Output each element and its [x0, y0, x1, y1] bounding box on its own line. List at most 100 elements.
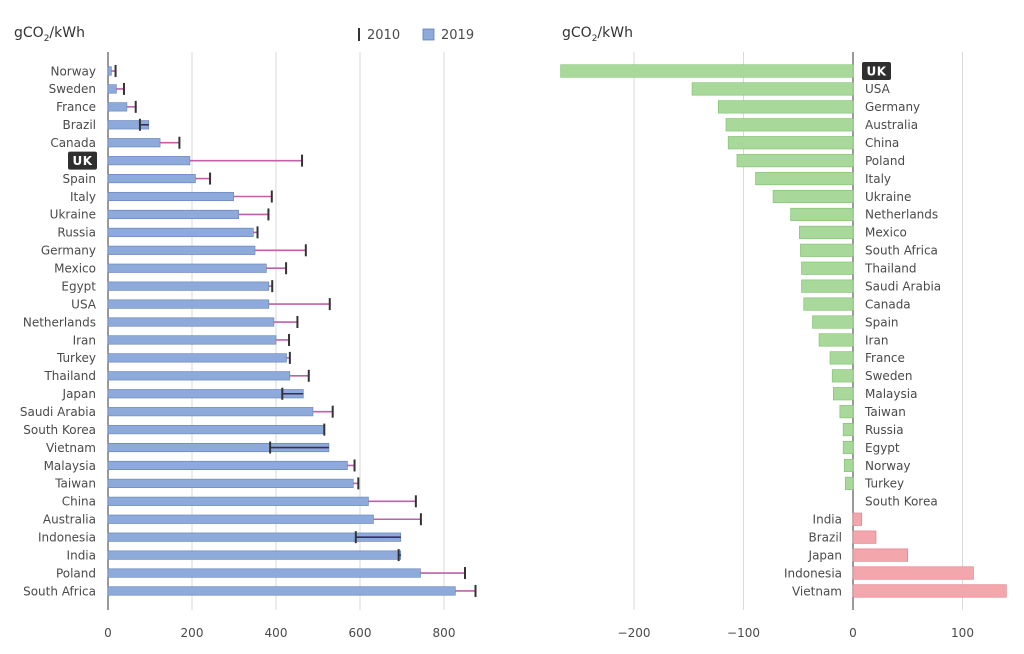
change-label-germany: Germany	[865, 100, 920, 114]
category-label-netherlands: Netherlands	[23, 315, 96, 329]
category-label-south-africa: South Africa	[23, 584, 96, 598]
change-bar-egypt	[842, 440, 854, 455]
bar-2019-thailand	[107, 371, 291, 381]
left-bars	[107, 65, 477, 597]
bar-2019-netherlands	[107, 317, 275, 327]
change-bar-china	[727, 136, 854, 150]
bar-2019-germany	[107, 245, 256, 255]
left-category-labels: Norway Sweden France Brazil Canada UK Spain Ita…	[20, 64, 97, 598]
change-bar-thailand	[801, 261, 854, 275]
category-label-norway: Norway	[50, 64, 96, 78]
change-bar-indonesia	[852, 566, 974, 580]
right-category-labels: UK USA Germany Australia China Poland Italy Ukr…	[784, 62, 941, 598]
bar-2019-south-korea	[107, 425, 325, 435]
change-label-india: India	[813, 513, 842, 527]
category-label-saudi-arabia: Saudi Arabia	[20, 405, 96, 419]
change-bar-france	[829, 351, 854, 365]
change-bar-mexico	[799, 225, 854, 239]
right-x-tick-label: −100	[727, 626, 760, 640]
change-label-japan: Japan	[808, 548, 842, 562]
change-bar-usa	[691, 82, 854, 96]
change-bar-netherlands	[790, 207, 854, 221]
bar-2019-uk	[107, 156, 191, 166]
change-label-usa: USA	[865, 82, 891, 96]
change-label-brazil: Brazil	[809, 530, 843, 544]
change-label-thailand: Thailand	[864, 262, 917, 276]
left-unit-label: gCO2/kWh	[14, 25, 85, 44]
bar-2019-india	[107, 550, 402, 560]
category-label-sweden: Sweden	[49, 82, 96, 96]
change-bar-norway	[843, 458, 854, 473]
legend-2019-label: 2019	[441, 28, 474, 43]
change-label-saudi-arabia: Saudi Arabia	[865, 279, 941, 293]
change-bar-india	[852, 512, 863, 526]
change-bar-poland	[736, 154, 854, 168]
category-label-china: China	[62, 495, 96, 509]
category-label-taiwan: Taiwan	[54, 477, 96, 491]
uk-badge-background	[862, 62, 891, 80]
category-label-ukraine: Ukraine	[50, 208, 96, 222]
change-label-china: China	[865, 136, 899, 150]
bar-2019-france	[107, 102, 128, 112]
change-bar-saudi-arabia	[801, 279, 854, 293]
right-x-tick-label: −200	[618, 626, 651, 640]
bar-2019-turkey	[107, 353, 287, 363]
change-label-uk: UK	[866, 64, 886, 78]
change-bar-russia	[842, 423, 854, 437]
category-label-india: India	[67, 548, 96, 562]
change-bar-canada	[803, 297, 854, 311]
change-label-norway: Norway	[865, 459, 911, 473]
change-label-egypt: Egypt	[865, 441, 900, 455]
right-x-ticks: −200 −100 0 100	[618, 626, 974, 640]
category-label-poland: Poland	[56, 566, 96, 580]
change-bar-south-africa	[800, 243, 854, 257]
change-label-france: France	[865, 351, 905, 365]
left-grid	[107, 52, 445, 610]
left-legend: 2010 2019	[358, 28, 474, 43]
change-bar-uk	[560, 64, 854, 78]
category-label-thailand: Thailand	[43, 369, 96, 383]
bar-2019-poland	[107, 568, 421, 578]
change-label-poland: Poland	[865, 154, 905, 168]
category-label-france: France	[56, 100, 96, 114]
change-label-malaysia: Malaysia	[865, 387, 917, 401]
left-x-tick-label: 0	[104, 626, 112, 640]
change-label-sweden: Sweden	[865, 369, 912, 383]
change-bar-malaysia	[832, 387, 854, 401]
change-label-taiwan: Taiwan	[864, 405, 906, 419]
legend-2019-swatch	[422, 28, 435, 41]
category-label-turkey: Turkey	[56, 351, 96, 365]
category-label-mexico: Mexico	[54, 262, 96, 276]
change-bar-taiwan	[839, 405, 854, 419]
uk-highlight-badge-left: UK	[68, 151, 97, 170]
category-label-vietnam: Vietnam	[46, 441, 96, 455]
left-x-tick-label: 800	[433, 626, 456, 640]
category-label-japan: Japan	[62, 387, 96, 401]
change-label-spain: Spain	[865, 315, 899, 329]
bar-2019-mexico	[107, 263, 267, 273]
bar-2019-italy	[107, 191, 234, 202]
change-label-south-africa: South Africa	[865, 244, 938, 258]
category-label-uk: UK	[72, 154, 92, 168]
change-label-australia: Australia	[865, 118, 918, 132]
uk-highlight-badge-right: UK	[862, 62, 891, 80]
change-bar-sweden	[831, 369, 854, 383]
category-label-italy: Italy	[70, 190, 96, 204]
change-bar-iran	[818, 333, 854, 347]
change-label-russia: Russia	[865, 423, 904, 437]
right-x-tick-label: 0	[849, 626, 857, 640]
change-bar-japan	[852, 548, 909, 562]
bar-2019-ukraine	[107, 209, 239, 219]
change-bar-italy	[755, 172, 854, 186]
category-label-usa: USA	[71, 297, 97, 311]
left-x-tick-label: 200	[181, 626, 204, 640]
category-label-egypt: Egypt	[61, 279, 96, 293]
change-label-canada: Canada	[865, 297, 911, 311]
uk-badge-background	[68, 151, 97, 170]
right-x-tick-label: 100	[951, 626, 974, 640]
category-label-malaysia: Malaysia	[44, 459, 96, 473]
bar-2019-usa	[107, 299, 270, 309]
change-bar-brazil	[852, 530, 877, 544]
category-label-australia: Australia	[43, 513, 96, 527]
